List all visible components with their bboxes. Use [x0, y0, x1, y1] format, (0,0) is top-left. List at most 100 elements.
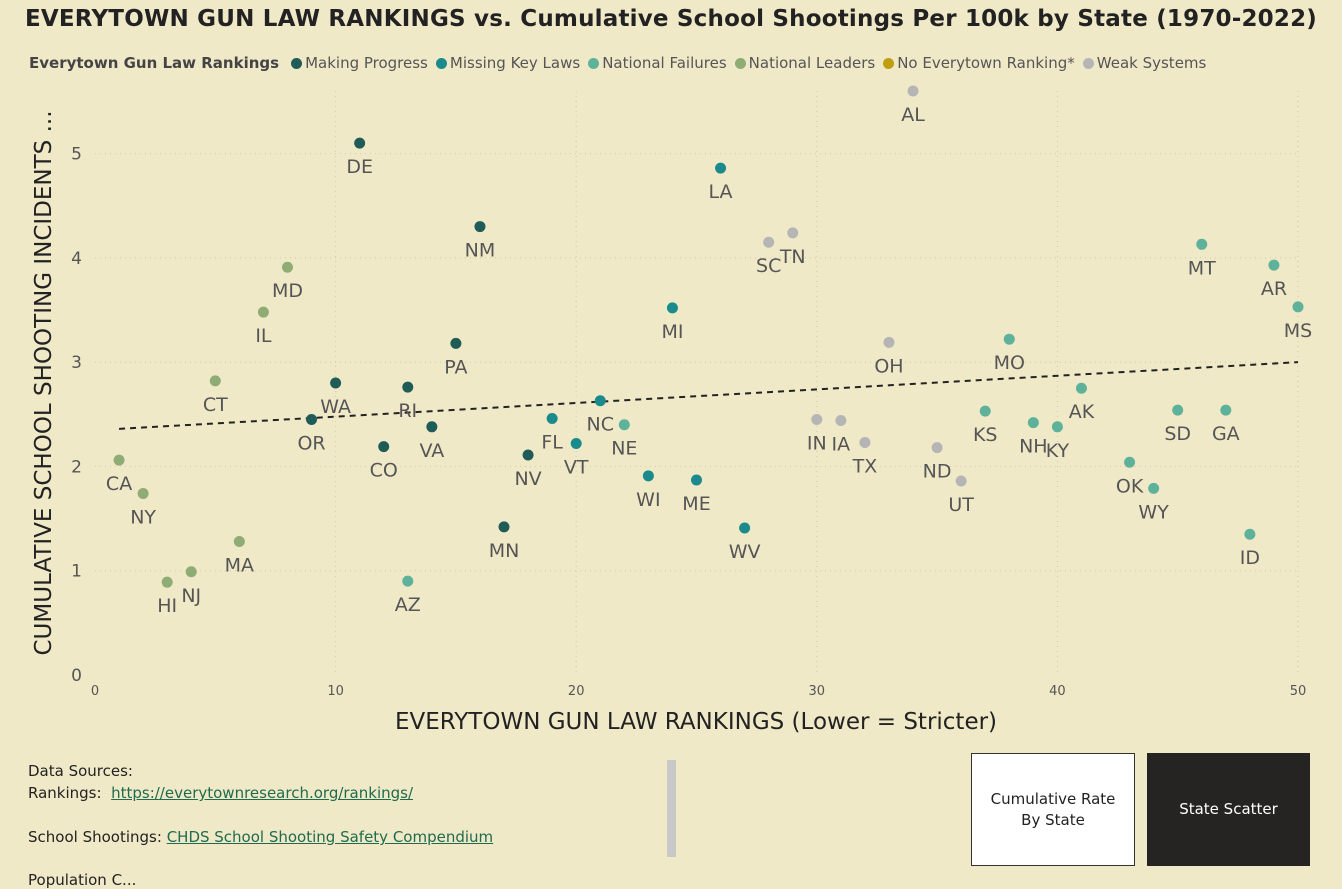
point-co[interactable] — [378, 441, 390, 453]
point-label-or: OR — [297, 433, 325, 455]
state-scatter-button[interactable]: State Scatter — [1147, 753, 1310, 866]
point-wa[interactable] — [330, 377, 342, 389]
point-il[interactable] — [257, 306, 269, 318]
point-nj[interactable] — [185, 566, 197, 578]
legend-item-label: National Leaders — [748, 54, 876, 72]
point-label-ne: NE — [611, 438, 637, 460]
point-label-ga: GA — [1212, 423, 1240, 445]
point-hi[interactable] — [161, 576, 173, 588]
point-md[interactable] — [281, 261, 293, 273]
point-ny[interactable] — [137, 488, 149, 500]
point-nv[interactable] — [522, 449, 534, 461]
point-ca[interactable] — [113, 454, 125, 466]
point-pa[interactable] — [450, 337, 462, 349]
point-az[interactable] — [402, 575, 414, 587]
point-me[interactable] — [691, 474, 702, 486]
point-label-sc: SC — [756, 255, 781, 277]
point-ar[interactable] — [1268, 259, 1280, 271]
point-nd[interactable] — [931, 442, 943, 454]
legend-dot-icon — [734, 57, 746, 69]
point-wv[interactable] — [739, 522, 751, 534]
point-label-ms: MS — [1284, 320, 1312, 342]
y-tick-label: 2 — [71, 457, 82, 477]
point-ma[interactable] — [233, 536, 245, 548]
legend-item-weak-systems[interactable]: Weak Systems — [1082, 54, 1206, 72]
point-ky[interactable] — [1051, 421, 1063, 433]
point-label-vt: VT — [564, 456, 589, 478]
x-tick-label: 20 — [568, 684, 585, 699]
footer-scrollbar[interactable] — [667, 760, 676, 857]
point-tx[interactable] — [859, 436, 871, 448]
point-oh[interactable] — [883, 336, 895, 348]
point-nh[interactable] — [1027, 417, 1039, 429]
point-label-nm: NM — [465, 240, 496, 262]
point-ok[interactable] — [1124, 456, 1136, 468]
x-axis-title: EVERYTOWN GUN LAW RANKINGS (Lower = Stri… — [395, 709, 997, 735]
point-mo[interactable] — [1003, 333, 1015, 345]
point-label-ky: KY — [1046, 440, 1070, 462]
y-tick-label: 1 — [71, 562, 82, 582]
point-wy[interactable] — [1148, 482, 1160, 494]
point-label-me: ME — [682, 493, 710, 515]
point-vt[interactable] — [570, 437, 582, 449]
legend-item-national-leaders[interactable]: National Leaders — [734, 54, 876, 72]
point-label-wi: WI — [636, 489, 660, 511]
point-mt[interactable] — [1196, 238, 1208, 250]
shootings-label: School Shootings: — [28, 828, 162, 846]
point-label-id: ID — [1240, 547, 1260, 569]
point-sd[interactable] — [1172, 404, 1184, 416]
point-or[interactable] — [306, 414, 318, 425]
point-label-il: IL — [255, 325, 272, 347]
legend-item-national-failures[interactable]: National Failures — [588, 54, 727, 72]
rankings-link[interactable]: https://everytownresearch.org/rankings/ — [111, 784, 414, 802]
point-nm[interactable] — [474, 221, 486, 233]
point-mn[interactable] — [498, 521, 510, 533]
x-tick-label: 0 — [91, 684, 99, 699]
point-ms[interactable] — [1292, 301, 1304, 313]
point-wi[interactable] — [642, 470, 654, 482]
point-ri[interactable] — [402, 381, 414, 393]
legend-item-missing-key-laws[interactable]: Missing Key Laws — [435, 54, 580, 72]
point-al[interactable] — [907, 85, 919, 97]
point-ct[interactable] — [209, 375, 221, 387]
legend-item-label: Making Progress — [305, 54, 428, 72]
legend-dot-icon — [588, 57, 600, 69]
page-title: EVERYTOWN GUN LAW RANKINGS vs. Cumulativ… — [24, 6, 1318, 32]
point-label-nd: ND — [923, 461, 952, 483]
x-tick-label: 10 — [327, 684, 344, 699]
point-label-mi: MI — [661, 321, 683, 343]
point-ne[interactable] — [618, 419, 630, 431]
point-label-la: LA — [709, 181, 733, 203]
point-fl[interactable] — [546, 412, 558, 424]
point-la[interactable] — [715, 162, 727, 174]
point-label-de: DE — [346, 156, 373, 178]
shootings-link[interactable]: CHDS School Shooting Safety Compendium — [166, 828, 494, 846]
trend-line-path — [119, 361, 1299, 430]
point-ia[interactable] — [835, 415, 847, 427]
legend-item-label: National Failures — [602, 54, 727, 72]
point-label-co: CO — [370, 460, 398, 482]
legend-item-no-everytown-ranking[interactable]: No Everytown Ranking* — [883, 54, 1075, 72]
point-va[interactable] — [426, 421, 438, 433]
point-sc[interactable] — [763, 236, 775, 248]
legend-item-label: No Everytown Ranking* — [897, 54, 1075, 72]
point-label-tx: TX — [852, 455, 878, 477]
point-nc[interactable] — [594, 395, 606, 407]
point-in[interactable] — [811, 414, 823, 425]
legend-item-making-progress[interactable]: Making Progress — [291, 54, 428, 72]
y-tick-label: 3 — [71, 353, 82, 373]
point-mi[interactable] — [666, 302, 678, 314]
grid-lines — [95, 91, 1299, 675]
point-label-az: AZ — [395, 594, 421, 616]
point-ak[interactable] — [1075, 382, 1087, 394]
point-ga[interactable] — [1220, 404, 1232, 416]
point-ut[interactable] — [955, 475, 967, 487]
point-ks[interactable] — [979, 405, 991, 417]
shootings-source: School Shootings: CHDS School Shooting S… — [28, 828, 493, 846]
point-tn[interactable] — [787, 227, 799, 239]
point-de[interactable] — [354, 137, 366, 149]
cumulative-rate-button[interactable]: Cumulative Rate By State — [971, 753, 1135, 866]
point-id[interactable] — [1244, 528, 1256, 540]
point-label-nj: NJ — [181, 585, 201, 607]
